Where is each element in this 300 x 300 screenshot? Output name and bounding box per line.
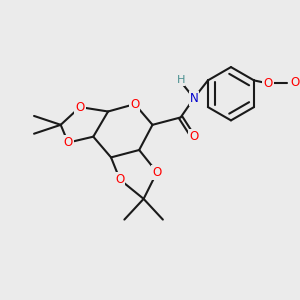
- Text: O: O: [152, 166, 162, 179]
- Text: O: O: [290, 76, 299, 89]
- Text: O: O: [263, 77, 273, 90]
- Text: O: O: [64, 136, 73, 149]
- Text: O: O: [115, 173, 124, 186]
- Text: N: N: [190, 92, 198, 105]
- Text: O: O: [130, 98, 140, 111]
- Text: H: H: [176, 75, 185, 85]
- Text: O: O: [189, 130, 199, 143]
- Text: O: O: [75, 100, 85, 114]
